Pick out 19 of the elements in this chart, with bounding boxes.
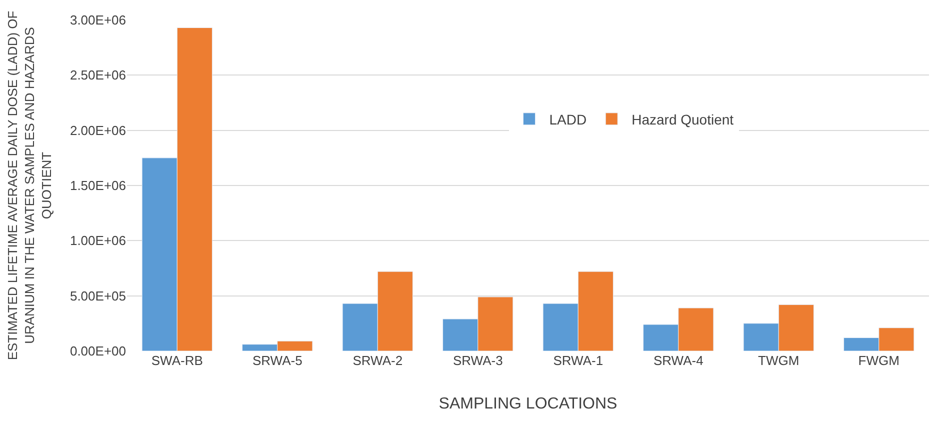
x-tick-label: SRWA-2 bbox=[352, 353, 403, 368]
x-axis-title: SAMPLING LOCATIONS bbox=[438, 396, 618, 413]
x-tick-label: TWGM bbox=[758, 353, 800, 368]
y-tick-label: 1.00E+06 bbox=[70, 233, 126, 248]
y-tick-label: 0.00E+00 bbox=[70, 344, 126, 359]
y-axis-title: ESTIMATED LIFETIME AVERAGE DAILY DOSE (LADD) OF URANIUM IN THE WATER SAMPLES AND HAZARDS QUOTIENT bbox=[5, 10, 54, 360]
y-tick-label: 5.00E+05 bbox=[70, 288, 126, 304]
x-tick-label: SRWA-1 bbox=[553, 353, 604, 368]
x-tick-label: FWGM bbox=[858, 353, 900, 368]
y-tick-label: 2.00E+06 bbox=[70, 122, 126, 138]
legend-label: LADD bbox=[549, 111, 587, 128]
y-tick-label: 1.50E+06 bbox=[70, 178, 126, 194]
y-tick-label: 2.50E+06 bbox=[70, 68, 126, 83]
x-tick-label: SRWA-4 bbox=[653, 353, 704, 368]
x-tick-label: SRWA-5 bbox=[252, 353, 302, 368]
x-tick-label: SRWA-3 bbox=[452, 353, 503, 368]
y-tick-label: 3.00E+06 bbox=[70, 12, 126, 28]
legend-label: Hazard Quotient bbox=[632, 111, 734, 128]
x-tick-label: SWA-RB bbox=[151, 353, 203, 368]
